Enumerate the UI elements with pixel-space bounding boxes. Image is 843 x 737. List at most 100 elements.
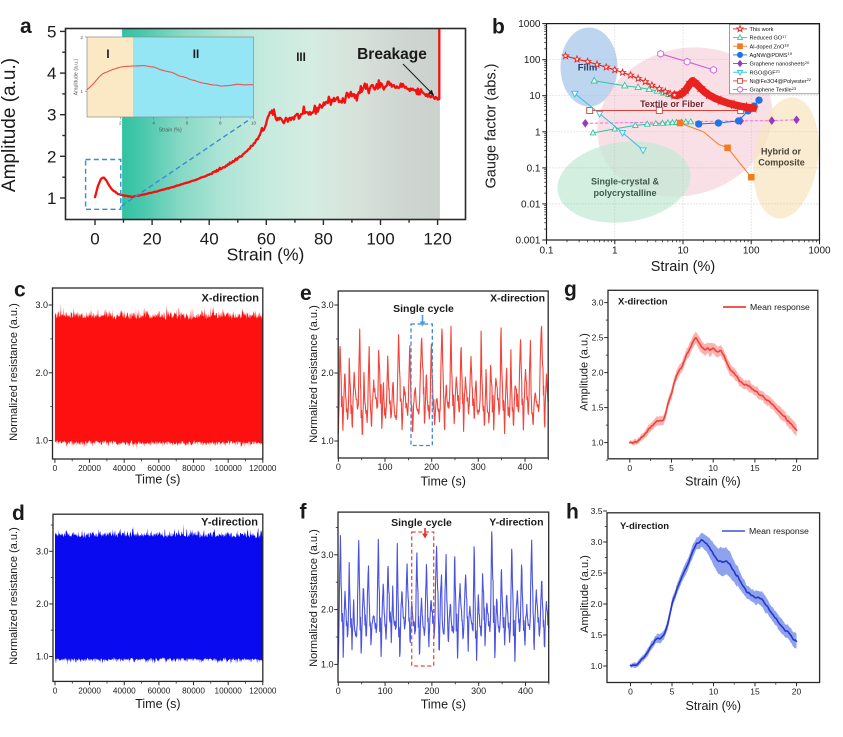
svg-text:1000: 1000: [518, 19, 541, 30]
svg-text:0: 0: [627, 463, 632, 473]
svg-text:Amplitude (a.u.): Amplitude (a.u.): [0, 58, 20, 192]
svg-text:3.0: 3.0: [35, 300, 48, 310]
svg-text:100000: 100000: [215, 464, 243, 473]
svg-text:200: 200: [424, 686, 439, 696]
svg-text:10: 10: [529, 91, 541, 102]
svg-text:10: 10: [677, 246, 689, 257]
svg-text:60000: 60000: [148, 686, 171, 695]
svg-text:5: 5: [47, 22, 56, 41]
svg-text:Strain (%): Strain (%): [227, 245, 305, 265]
svg-text:X-direction: X-direction: [490, 293, 545, 305]
svg-text:5: 5: [670, 687, 675, 697]
svg-text:1.0: 1.0: [591, 661, 603, 671]
svg-text:1: 1: [535, 127, 541, 138]
svg-text:III: III: [296, 52, 306, 64]
svg-text:Strain (%): Strain (%): [651, 259, 715, 275]
svg-text:2.0: 2.0: [321, 368, 334, 378]
svg-text:400: 400: [517, 462, 532, 472]
svg-text:40000: 40000: [113, 464, 136, 473]
svg-text:5: 5: [669, 463, 674, 473]
svg-text:1: 1: [80, 89, 83, 95]
svg-text:0: 0: [628, 687, 633, 697]
svg-text:Normalized resistance (a.u.): Normalized resistance (a.u.): [308, 305, 320, 443]
svg-text:AgNW@PDMS19: AgNW@PDMS19: [750, 51, 793, 59]
svg-text:Amplitude (a.u.): Amplitude (a.u.): [579, 333, 591, 411]
svg-text:Strain (%): Strain (%): [686, 699, 742, 713]
svg-text:80000: 80000: [182, 686, 205, 695]
svg-text:2.0: 2.0: [36, 599, 49, 609]
svg-text:b: b: [492, 16, 505, 39]
svg-text:1.0: 1.0: [35, 436, 48, 446]
svg-text:80000: 80000: [182, 464, 205, 473]
svg-text:20000: 20000: [78, 464, 101, 473]
svg-text:Ni@Fe3O4@Polyester22: Ni@Fe3O4@Polyester22: [750, 77, 812, 85]
svg-text:Y-direction: Y-direction: [620, 521, 669, 532]
svg-text:RGO@GF21: RGO@GF21: [750, 69, 781, 77]
svg-text:h: h: [566, 501, 579, 524]
svg-text:Breakage: Breakage: [357, 46, 427, 63]
svg-text:10: 10: [709, 687, 719, 697]
svg-text:Amplitude (a.u.): Amplitude (a.u.): [74, 58, 80, 95]
svg-text:Composite: Composite: [758, 158, 805, 168]
svg-text:15: 15: [750, 687, 760, 697]
svg-text:Al-doped ZnO18: Al-doped ZnO18: [750, 43, 790, 51]
svg-text:c: c: [14, 279, 26, 302]
svg-text:Single cycle: Single cycle: [391, 517, 452, 529]
svg-text:X-direction: X-direction: [618, 297, 668, 308]
svg-text:Gauge factor (abs.): Gauge factor (abs.): [484, 64, 500, 189]
svg-text:2: 2: [119, 121, 122, 127]
svg-text:polycrystalline: polycrystalline: [593, 188, 656, 198]
svg-text:Normalized resistance (a.u.): Normalized resistance (a.u.): [308, 529, 320, 667]
svg-text:6: 6: [186, 121, 189, 127]
svg-text:3.0: 3.0: [591, 537, 603, 547]
svg-text:Film: Film: [578, 63, 598, 74]
svg-text:0.1: 0.1: [540, 246, 554, 257]
svg-text:Graphene nanosheets20: Graphene nanosheets20: [750, 60, 811, 68]
svg-text:3.5: 3.5: [591, 506, 603, 516]
svg-text:4: 4: [47, 64, 56, 83]
svg-text:3.0: 3.0: [592, 298, 604, 308]
svg-text:Single-crystal &: Single-crystal &: [591, 177, 660, 187]
svg-text:10: 10: [708, 463, 718, 473]
svg-text:Reduced GO17: Reduced GO17: [750, 34, 788, 42]
svg-text:d: d: [12, 502, 25, 525]
svg-text:Strain (%): Strain (%): [159, 128, 182, 134]
svg-text:3.0: 3.0: [321, 300, 334, 310]
svg-text:1: 1: [47, 189, 56, 208]
svg-text:120000: 120000: [249, 686, 277, 695]
svg-text:e: e: [300, 282, 312, 305]
svg-text:3.0: 3.0: [36, 546, 49, 556]
svg-text:Y-direction: Y-direction: [489, 517, 543, 529]
svg-text:20000: 20000: [78, 686, 101, 695]
svg-text:Normalized resistance (a.u.): Normalized resistance (a.u.): [8, 527, 20, 665]
svg-text:Hybrid or: Hybrid or: [761, 147, 802, 157]
svg-text:1.0: 1.0: [592, 438, 604, 448]
svg-text:Time (s): Time (s): [135, 473, 180, 487]
svg-text:a: a: [20, 15, 32, 38]
svg-text:8: 8: [219, 121, 222, 127]
svg-text:Graphene Textile23: Graphene Textile23: [750, 86, 797, 94]
svg-text:f: f: [300, 501, 308, 524]
svg-text:1000: 1000: [808, 246, 831, 257]
svg-text:II: II: [193, 49, 199, 61]
svg-text:0: 0: [90, 230, 99, 249]
svg-text:1.5: 1.5: [592, 403, 604, 413]
svg-text:0.01: 0.01: [521, 199, 541, 210]
svg-text:200: 200: [424, 462, 439, 472]
svg-text:2.0: 2.0: [591, 599, 603, 609]
svg-text:1.5: 1.5: [591, 630, 603, 640]
svg-text:2: 2: [80, 35, 83, 41]
svg-text:This work: This work: [750, 27, 774, 33]
svg-text:300: 300: [471, 686, 486, 696]
svg-text:120000: 120000: [249, 464, 277, 473]
svg-text:80: 80: [314, 230, 333, 249]
svg-text:400: 400: [518, 686, 533, 696]
svg-text:20: 20: [792, 463, 802, 473]
svg-text:2.5: 2.5: [592, 333, 604, 343]
svg-text:300: 300: [471, 462, 486, 472]
svg-text:3.0: 3.0: [321, 550, 334, 560]
svg-text:100: 100: [377, 462, 392, 472]
svg-text:100: 100: [366, 230, 394, 249]
svg-text:Time (s): Time (s): [135, 697, 180, 711]
svg-text:20: 20: [792, 687, 802, 697]
